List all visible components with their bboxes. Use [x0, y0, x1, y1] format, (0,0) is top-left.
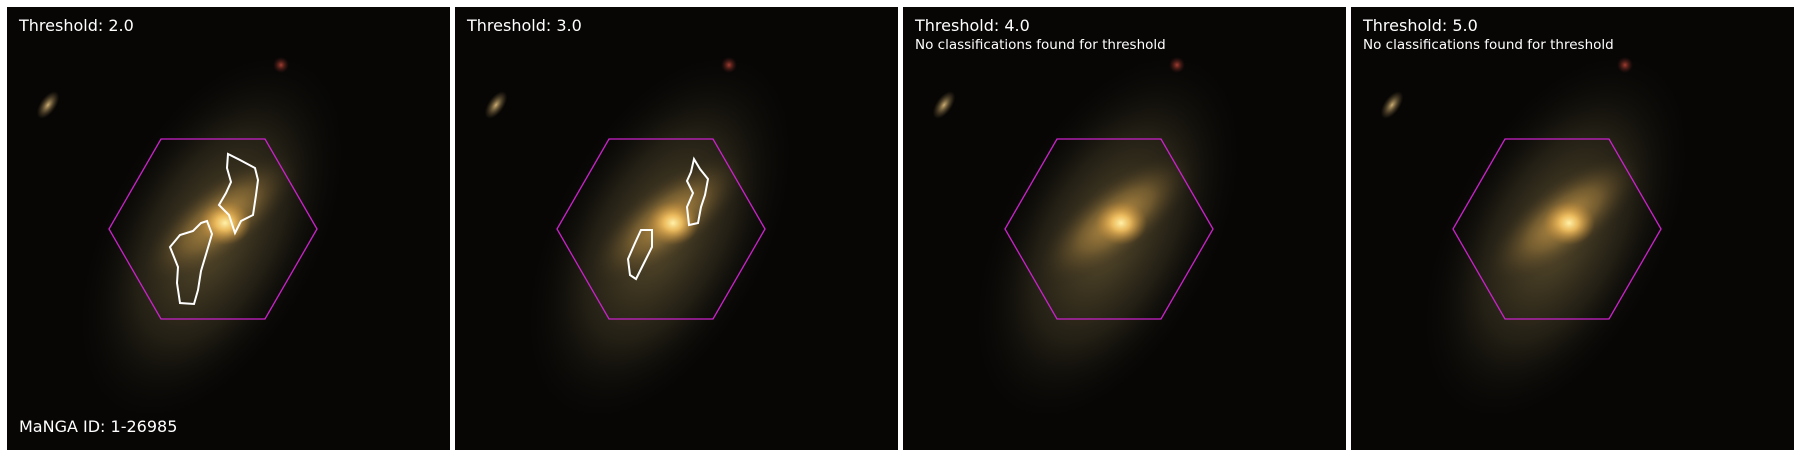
galaxy-image	[455, 7, 898, 450]
classification-contour	[626, 229, 653, 281]
classification-contour	[217, 152, 260, 236]
panel-threshold-2: Threshold: 2.0 MaNGA ID: 1-26985	[7, 7, 450, 450]
manga-id-label: MaNGA ID: 1-26985	[19, 417, 178, 436]
ifu-hexagon	[1452, 138, 1662, 320]
galaxy-image	[903, 7, 1346, 450]
galaxy-image	[7, 7, 450, 450]
panel-threshold-3: Threshold: 3.0	[455, 7, 898, 450]
classification-contour	[685, 156, 710, 227]
no-classifications-note: No classifications found for threshold	[915, 37, 1166, 53]
panel-title: Threshold: 5.0	[1363, 16, 1478, 35]
galaxy-image	[1351, 7, 1794, 450]
panel-threshold-5: Threshold: 5.0 No classifications found …	[1351, 7, 1794, 450]
panel-title: Threshold: 3.0	[467, 16, 582, 35]
no-classifications-note: No classifications found for threshold	[1363, 37, 1614, 53]
panel-title: Threshold: 4.0	[915, 16, 1030, 35]
panel-threshold-4: Threshold: 4.0 No classifications found …	[903, 7, 1346, 450]
ifu-hexagon	[556, 138, 766, 320]
ifu-hexagon	[1004, 138, 1214, 320]
classification-contour	[168, 219, 214, 306]
panel-title: Threshold: 2.0	[19, 16, 134, 35]
ifu-hexagon	[108, 138, 318, 320]
